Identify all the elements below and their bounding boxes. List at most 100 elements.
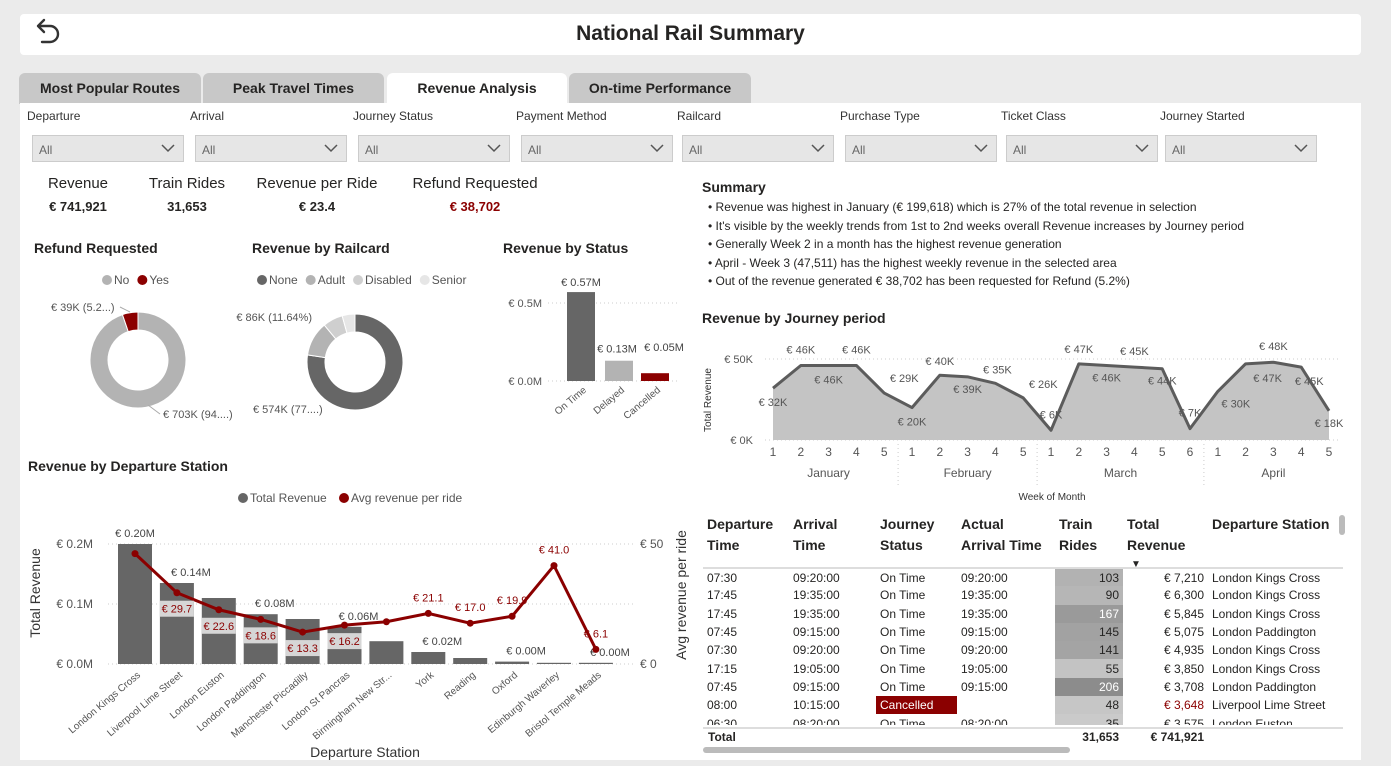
y2-axis-title: Avg revenue per ride (673, 530, 689, 660)
filter-dropdown-railcard[interactable]: All (682, 135, 834, 162)
legend-label: Avg revenue per ride (351, 491, 463, 505)
donut-slice (341, 313, 356, 334)
column-header[interactable]: Actual Arrival Time (957, 512, 1055, 569)
table-cell: 19:35:00 (961, 606, 1008, 621)
y-tick-label: € 0.2M (56, 537, 93, 551)
bar-cancelled (641, 373, 669, 381)
point-data-label: € 7K (1179, 408, 1202, 420)
filter-dropdown-journey-status[interactable]: All (358, 135, 510, 162)
filter-dropdown-purchase-type[interactable]: All (845, 135, 997, 162)
column-header[interactable]: Departure Station (1208, 512, 1343, 569)
legend-label: Adult (318, 273, 346, 287)
filter-dropdown-ticket-class[interactable]: All (1006, 135, 1158, 162)
column-header[interactable]: Journey Status (876, 512, 957, 569)
table-cell: London Kings Cross (1212, 588, 1321, 603)
tab-revenue-analysis[interactable]: Revenue Analysis (387, 73, 567, 104)
filter-label: Ticket Class (1001, 109, 1066, 123)
tab-most-popular-routes[interactable]: Most Popular Routes (19, 73, 201, 104)
point-data-label: € 40K (925, 356, 954, 368)
table-cell: 167 (1055, 604, 1123, 623)
legend-label: Senior (432, 273, 467, 287)
filter-label: Departure (27, 109, 81, 123)
bar-data-label: € 0.00M (590, 647, 630, 659)
avg-data-label: € 17.0 (455, 602, 486, 614)
avg-point (131, 550, 139, 558)
kpi-value: € 23.4 (298, 199, 336, 214)
status-chart-title: Revenue by Status (503, 240, 629, 256)
table-row: 06:30 08:20:00 On Time 08:20:00 35 € 3,575 Lon… (703, 714, 1343, 725)
point-data-label: € 18K (1315, 418, 1344, 430)
total-label: Total (708, 730, 736, 744)
avg-point (592, 645, 600, 653)
kpi-value: € 38,702 (449, 199, 501, 214)
kpi-label: Train Rides (148, 175, 226, 192)
revenue-table[interactable]: Departure Time Arrival Time Journey Status… (703, 512, 1343, 725)
column-header[interactable]: Arrival Time (789, 512, 876, 569)
summary-item: April - Week 3 (47,511) has the highest … (708, 254, 1342, 273)
table-row: 17:15 19:05:00 On Time 19:05:00 55 € 3,850 Lon… (703, 659, 1343, 678)
tab-on-time-performance[interactable]: On-time Performance (569, 73, 751, 104)
revenue-area (773, 362, 1329, 440)
table-cell: London Kings Cross (1212, 643, 1321, 658)
column-header[interactable]: Total Revenue (1123, 512, 1208, 569)
table-cell: 19:05:00 (793, 661, 840, 676)
filter-value: All (365, 143, 379, 157)
legend-marker (137, 275, 148, 285)
legend-label: Disabled (365, 273, 412, 287)
total-rides: 31,653 (1082, 730, 1119, 744)
table-cell: 09:15:00 (961, 679, 1008, 694)
railcard-chart-title: Revenue by Railcard (252, 240, 390, 256)
avg-point (550, 562, 558, 570)
filter-dropdown-payment-method[interactable]: All (521, 135, 673, 162)
filter-dropdown-arrival[interactable]: All (195, 135, 347, 162)
month-label: March (1104, 466, 1137, 480)
table-cell: € 6,300 (1163, 588, 1204, 603)
table-cell: On Time (880, 606, 926, 621)
point-data-label: € 20K (898, 417, 927, 429)
column-header[interactable]: Departure Time (703, 512, 789, 569)
y-tick-label: € 0.0M (56, 657, 93, 671)
filter-label: Journey Status (353, 109, 434, 123)
bar-data-label: € 0.57M (561, 277, 601, 289)
week-tick-label: 3 (1103, 445, 1110, 459)
point-data-label: € 32K (759, 397, 788, 409)
avg-revenue-line (133, 552, 598, 651)
x-tick-label: Reading (443, 670, 479, 702)
legend-marker (339, 493, 349, 503)
x-tick-label: York (414, 669, 437, 691)
week-tick-label: 4 (992, 445, 999, 459)
table-cell: Liverpool Lime Street (1212, 698, 1326, 713)
filter-dropdown-journey-started[interactable]: All (1165, 135, 1317, 162)
filter-value: All (1013, 143, 1027, 157)
filter-dropdown-departure[interactable]: All (32, 135, 184, 162)
bar-total-revenue (453, 658, 488, 664)
table-cell: London Paddington (1212, 625, 1317, 640)
table-vertical-scrollbar[interactable] (1339, 515, 1345, 535)
table-cell: € 3,708 (1163, 679, 1204, 694)
donut-data-label: € 39K (5.2...) (51, 302, 115, 314)
point-data-label: € 30K (1221, 398, 1250, 410)
chevron-down-icon (1135, 144, 1149, 153)
table-cell: 08:20:00 (961, 716, 1008, 725)
avg-point (341, 621, 348, 629)
week-tick-label: 5 (1159, 445, 1166, 459)
table-horizontal-scrollbar[interactable] (703, 747, 1070, 753)
leader-line (147, 404, 161, 415)
table-cell: 07:30 (707, 570, 738, 585)
tab-peak-travel-times[interactable]: Peak Travel Times (203, 73, 384, 104)
table-cell: 19:35:00 (961, 588, 1008, 603)
week-tick-label: 3 (1270, 445, 1277, 459)
avg-data-label: € 22.6 (204, 621, 235, 633)
donut-data-label: € 86K (11.64%) (236, 312, 312, 324)
back-arrow-icon[interactable] (30, 16, 64, 50)
avg-data-label: € 6.1 (584, 628, 608, 640)
table-cell: 103 (1055, 568, 1123, 587)
avg-data-label: € 29.7 (162, 604, 193, 616)
table-cell: On Time (880, 679, 926, 694)
column-header[interactable]: Train Rides (1055, 512, 1123, 569)
y-tick-label: € 0K (730, 435, 753, 447)
chevron-down-icon (811, 144, 825, 153)
legend-marker (257, 275, 267, 285)
sort-descending-icon: ▼ (1131, 559, 1141, 570)
avg-data-label: € 13.3 (287, 643, 318, 655)
